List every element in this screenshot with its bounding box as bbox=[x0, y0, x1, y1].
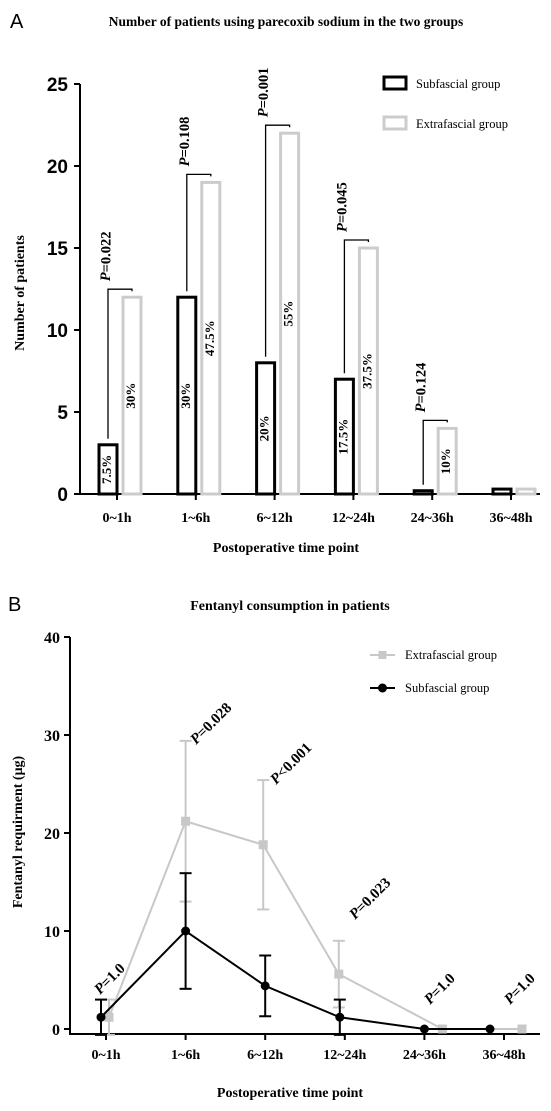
y-tick-label: 40 bbox=[44, 630, 60, 647]
bar-extrafascial bbox=[121, 295, 143, 496]
y-tick-label: 20 bbox=[44, 826, 60, 843]
p-value-label: P<0.001 bbox=[268, 740, 316, 788]
bar-percent-label: 30% bbox=[123, 383, 138, 409]
bar-extrafascial bbox=[515, 487, 537, 496]
panel-b-y-axis-title: Fentanyl requirment (μg) bbox=[11, 756, 26, 909]
panel-a-letter: A bbox=[10, 11, 24, 33]
x-tick-label: 1~6h bbox=[181, 511, 210, 526]
y-tick-label: 5 bbox=[57, 403, 68, 424]
x-tick-label: 6~12h bbox=[247, 1048, 283, 1063]
data-point-subfascial bbox=[260, 981, 270, 991]
bar-percent-label: 7.5% bbox=[99, 455, 114, 484]
panel-b-line-chart: B Fentanyl consumption in patients Posto… bbox=[8, 594, 540, 1101]
y-tick-label: 25 bbox=[47, 75, 69, 96]
y-tick-label: 0 bbox=[52, 1022, 60, 1039]
p-value-label: P=0.001 bbox=[256, 67, 272, 117]
panel-b-legend-subfascial: Subfascial group bbox=[405, 681, 489, 695]
p-value-label: P=0.124 bbox=[414, 363, 430, 413]
x-tick-label: 12~24h bbox=[332, 511, 375, 526]
data-point-subfascial bbox=[419, 1024, 429, 1034]
bar-percent-label: 30% bbox=[178, 383, 193, 409]
significance-bracket bbox=[186, 173, 212, 292]
x-tick-label: 36~48h bbox=[489, 511, 532, 526]
panel-b-letter: B bbox=[8, 594, 21, 616]
bar-extrafascial bbox=[200, 180, 222, 496]
bar-extrafascial bbox=[279, 131, 301, 496]
data-point-extrafascial bbox=[258, 840, 268, 850]
panel-a-legend-extrafascial: Extrafascial group bbox=[416, 117, 508, 131]
data-point-subfascial bbox=[335, 1012, 345, 1022]
y-tick-label: 20 bbox=[47, 157, 68, 178]
y-tick-label: 0 bbox=[57, 485, 68, 506]
data-point-extrafascial bbox=[104, 1012, 114, 1022]
data-point-extrafascial bbox=[334, 969, 344, 979]
data-point-extrafascial bbox=[517, 1024, 527, 1034]
panel-a-x-axis-title: Postoperative time point bbox=[213, 541, 360, 556]
legend-swatch-subfascial bbox=[382, 75, 408, 91]
significance-bracket bbox=[264, 124, 291, 357]
bar-percent-label: 55% bbox=[281, 301, 296, 327]
significance-bracket bbox=[343, 239, 370, 374]
p-value-label: P=0.108 bbox=[177, 117, 193, 167]
bar-percent-label: 17.5% bbox=[335, 419, 350, 455]
bar-percent-label: 47.5% bbox=[202, 320, 217, 356]
p-value-label: P=0.023 bbox=[347, 875, 395, 923]
p-value-label: P=1.0 bbox=[422, 971, 459, 1008]
bar-subfascial bbox=[97, 443, 119, 496]
bar-extrafascial bbox=[357, 246, 379, 496]
bar-percent-label: 10% bbox=[438, 448, 453, 474]
x-tick-label: 24~36h bbox=[403, 1048, 446, 1063]
x-tick-label: 1~6h bbox=[171, 1048, 200, 1063]
data-point-subfascial bbox=[96, 1012, 106, 1022]
bar-percent-label: 37.5% bbox=[359, 353, 374, 389]
significance-bracket bbox=[422, 419, 448, 485]
panel-b-legend-extrafascial: Extrafascial group bbox=[405, 648, 497, 662]
y-tick-label: 30 bbox=[44, 728, 60, 745]
bar-subfascial bbox=[176, 295, 198, 496]
x-tick-label: 12~24h bbox=[323, 1048, 366, 1063]
panel-b-title: Fentanyl consumption in patients bbox=[190, 599, 390, 614]
p-value-label: P=0.028 bbox=[188, 700, 236, 748]
x-tick-label: 36~48h bbox=[482, 1048, 525, 1063]
bar-subfascial bbox=[412, 489, 434, 496]
x-tick-label: 6~12h bbox=[257, 511, 293, 526]
significance-bracket bbox=[107, 288, 133, 439]
y-tick-label: 10 bbox=[47, 321, 68, 342]
panel-a-legend-subfascial: Subfascial group bbox=[416, 77, 500, 91]
p-value-label: P=1.0 bbox=[502, 971, 539, 1008]
p-value-label: P=0.022 bbox=[98, 231, 114, 281]
panel-a-y-axis-title: Number of patients bbox=[13, 235, 28, 351]
p-value-label: P=0.045 bbox=[335, 182, 351, 232]
data-point-subfascial bbox=[485, 1024, 495, 1034]
bar-extrafascial bbox=[436, 426, 458, 496]
series-line-subfascial bbox=[100, 929, 490, 1030]
panel-b-x-axis-title: Postoperative time point bbox=[217, 1086, 364, 1101]
data-point-extrafascial bbox=[181, 816, 191, 826]
bar-percent-label: 20% bbox=[257, 415, 272, 441]
panel-a-title: Number of patients using parecoxib sodiu… bbox=[109, 14, 463, 29]
y-tick-label: 15 bbox=[47, 239, 69, 260]
legend-swatch-extrafascial bbox=[382, 115, 408, 131]
data-point-subfascial bbox=[181, 926, 191, 936]
legend-marker-subfascial bbox=[378, 683, 387, 693]
panel-a-legend: Subfascial group Extrafascial group bbox=[382, 75, 508, 131]
legend-marker-extrafascial bbox=[378, 651, 387, 659]
panel-b-legend: Extrafascial group Subfascial group bbox=[370, 648, 497, 695]
y-tick-label: 10 bbox=[44, 924, 60, 941]
x-tick-label: 0~1h bbox=[102, 511, 131, 526]
panel-a-bar-chart: A Number of patients using parecoxib sod… bbox=[10, 11, 540, 556]
series-line-extrafascial bbox=[108, 820, 522, 1030]
bar-subfascial bbox=[333, 377, 355, 496]
bar-subfascial bbox=[491, 487, 513, 496]
x-tick-label: 24~36h bbox=[411, 511, 454, 526]
bar-subfascial bbox=[255, 361, 277, 496]
x-tick-label: 0~1h bbox=[91, 1048, 120, 1063]
